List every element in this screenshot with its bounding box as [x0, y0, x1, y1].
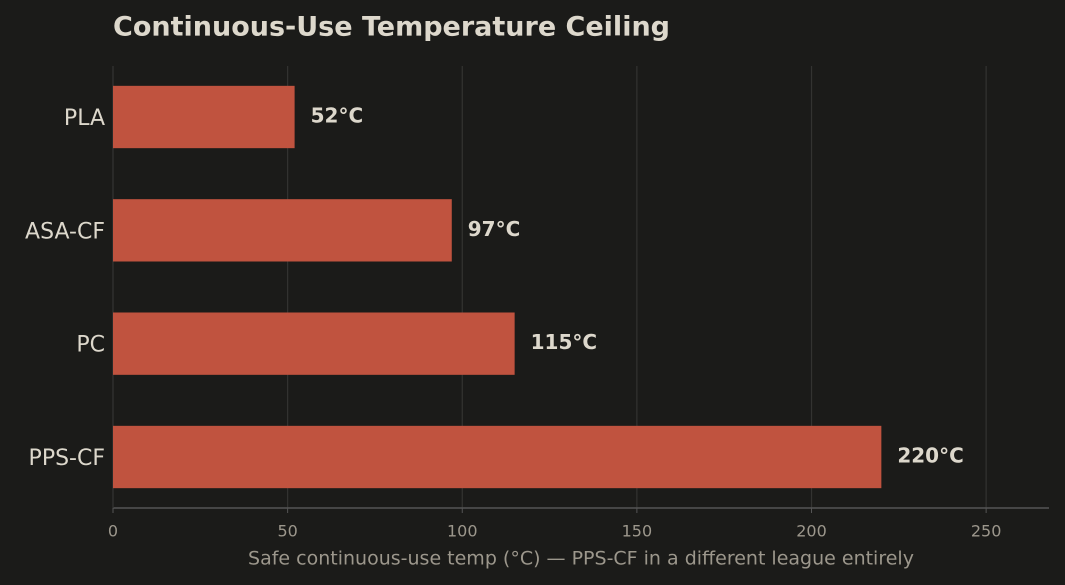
bar: [113, 199, 452, 262]
x-tick-label: 0: [108, 522, 118, 541]
bar: [113, 425, 882, 489]
value-label: 52°C: [311, 104, 364, 128]
x-axis-label: Safe continuous-use temp (°C) — PPS-CF i…: [248, 548, 914, 570]
value-label: 220°C: [897, 444, 963, 468]
x-tick-label: 200: [796, 522, 827, 541]
x-tick-label: 250: [971, 522, 1002, 541]
x-tick-label: 50: [277, 522, 297, 541]
y-tick-label: ASA-CF: [25, 219, 105, 244]
value-label: 97°C: [468, 217, 521, 241]
value-label: 115°C: [531, 330, 597, 354]
chart-title: Continuous-Use Temperature Ceiling: [113, 12, 670, 43]
x-tick-label: 100: [447, 522, 478, 541]
bar: [113, 85, 295, 149]
y-tick-label: PC: [76, 333, 105, 358]
y-tick-label: PLA: [64, 106, 105, 131]
y-tick-label: PPS-CF: [29, 446, 105, 471]
bar: [113, 312, 515, 375]
x-tick-label: 150: [622, 522, 653, 541]
